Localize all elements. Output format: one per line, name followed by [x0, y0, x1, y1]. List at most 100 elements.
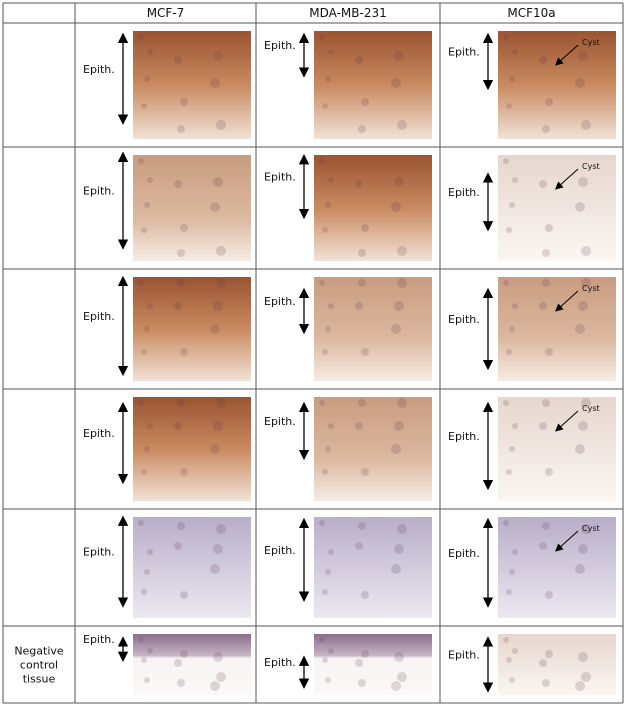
cyst-label: Cyst [582, 524, 600, 533]
cell-nucleus [545, 650, 553, 658]
cell-nucleus [539, 302, 547, 310]
cell-nucleus [581, 398, 591, 408]
epith-label: Epith. [83, 185, 115, 198]
column-header: MCF-7 [147, 6, 185, 20]
epith-label: Epith. [448, 547, 480, 560]
cell-nucleus [361, 224, 369, 232]
cell-nucleus [138, 637, 144, 643]
micrograph [498, 517, 616, 618]
cell-nucleus [325, 677, 331, 683]
cell-nucleus [177, 522, 185, 530]
epith-label: Epith. [264, 39, 296, 52]
micrograph [133, 31, 251, 139]
epith-label: Epith. [264, 295, 296, 308]
cell-nucleus [210, 444, 220, 454]
epith-label: Epith. [448, 649, 480, 662]
cell-nucleus [322, 227, 328, 233]
micrograph [498, 277, 616, 381]
cell-nucleus [506, 103, 512, 109]
cyst-arrow [555, 168, 579, 190]
epith-label: Epith. [448, 186, 480, 199]
cell-nucleus [141, 227, 147, 233]
cell-nucleus [210, 78, 220, 88]
cell-nucleus [213, 421, 223, 431]
cell-nucleus [144, 677, 150, 683]
cell-nucleus [216, 120, 226, 130]
cell-nucleus [138, 400, 144, 406]
cyst-arrow [555, 44, 579, 66]
cell-nucleus [581, 672, 591, 682]
cell-nucleus [512, 423, 518, 429]
cell-nucleus [397, 278, 407, 288]
cell-nucleus [542, 522, 550, 530]
micrograph [133, 397, 251, 501]
epith-label: Epith. [83, 546, 115, 559]
micrograph [498, 31, 616, 139]
cyst-label: Cyst [582, 162, 600, 171]
cell-nucleus [147, 423, 153, 429]
cell-nucleus [177, 279, 185, 287]
cell-nucleus [503, 520, 509, 526]
epith-label: Epith. [83, 633, 115, 646]
epith-label: Epith. [83, 63, 115, 76]
cell-nucleus [319, 520, 325, 526]
cell-nucleus [180, 224, 188, 232]
cyst-arrow [555, 410, 579, 432]
cell-nucleus [506, 589, 512, 595]
cell-nucleus [545, 224, 553, 232]
cell-nucleus [394, 421, 404, 431]
cell-nucleus [361, 468, 369, 476]
cell-nucleus [328, 177, 334, 183]
cell-nucleus [355, 302, 363, 310]
cell-nucleus [575, 78, 585, 88]
cell-nucleus [581, 278, 591, 288]
cell-nucleus [545, 468, 553, 476]
cell-nucleus [575, 324, 585, 334]
cell-nucleus [391, 78, 401, 88]
cell-nucleus [213, 51, 223, 61]
cell-nucleus [216, 398, 226, 408]
cell-nucleus [512, 549, 518, 555]
cell-nucleus [144, 76, 150, 82]
cell-nucleus [545, 348, 553, 356]
cell-nucleus [361, 98, 369, 106]
cell-nucleus [180, 98, 188, 106]
cell-nucleus [180, 591, 188, 599]
cell-nucleus [328, 303, 334, 309]
cell-nucleus [575, 444, 585, 454]
cell-nucleus [177, 249, 185, 257]
cell-nucleus [147, 177, 153, 183]
micrograph [133, 277, 251, 381]
cell-nucleus [141, 349, 147, 355]
cell-nucleus [394, 51, 404, 61]
cell-nucleus [397, 246, 407, 256]
cell-nucleus [174, 659, 182, 667]
cell-nucleus [144, 326, 150, 332]
micrograph [314, 155, 432, 261]
cell-nucleus [578, 177, 588, 187]
cell-nucleus [394, 301, 404, 311]
cell-nucleus [138, 158, 144, 164]
epith-label: Epith. [264, 171, 296, 184]
epith-label: Epith. [83, 427, 115, 440]
cell-nucleus [391, 444, 401, 454]
cell-nucleus [506, 657, 512, 663]
cell-nucleus [509, 569, 515, 575]
cell-nucleus [216, 246, 226, 256]
cell-nucleus [361, 591, 369, 599]
cell-nucleus [177, 399, 185, 407]
epith-label: Epith. [448, 430, 480, 443]
cyst-arrow [555, 290, 579, 312]
cell-nucleus [578, 421, 588, 431]
cell-nucleus [581, 246, 591, 256]
cell-nucleus [325, 202, 331, 208]
micrograph [133, 155, 251, 261]
cell-nucleus [391, 202, 401, 212]
cell-nucleus [322, 103, 328, 109]
cell-nucleus [539, 180, 547, 188]
cell-nucleus [542, 679, 550, 687]
cell-nucleus [512, 49, 518, 55]
cell-nucleus [361, 650, 369, 658]
cell-nucleus [509, 76, 515, 82]
